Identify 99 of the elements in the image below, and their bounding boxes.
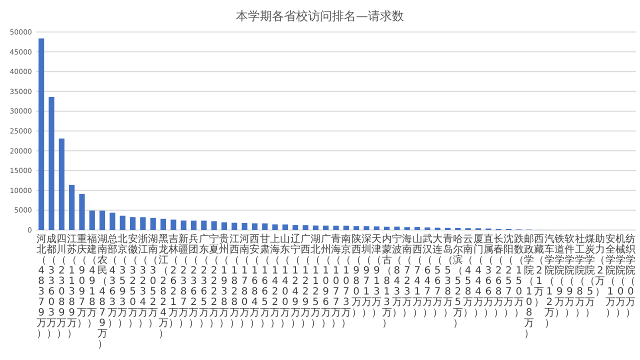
category-label: 新疆（2387万） xyxy=(178,234,189,329)
category-label: 兵团（2362万） xyxy=(188,234,199,329)
bar xyxy=(272,224,278,230)
category-label: 江苏（11389万） xyxy=(66,234,77,340)
category-label: 安徽（3250万） xyxy=(128,234,138,329)
category-label: 哈尔滨（525万） xyxy=(452,234,463,329)
bar xyxy=(100,210,106,230)
bar xyxy=(343,226,349,230)
bar xyxy=(282,224,288,230)
x-tick-label: 机械学院（0万） xyxy=(616,233,626,318)
bar xyxy=(354,226,360,230)
category-label: 甘肃（1665万） xyxy=(260,234,270,329)
bar xyxy=(211,221,217,230)
bar xyxy=(48,96,54,230)
x-tick-label: 煤炭学院（5万） xyxy=(585,233,596,318)
x-tick-label: 陕西（980万） xyxy=(351,233,362,318)
x-tick-label: 沈阳（257万） xyxy=(504,233,514,318)
x-tick-label: 云南（458万） xyxy=(463,234,474,318)
category-label: 成都（33603万） xyxy=(46,234,56,340)
bar xyxy=(38,38,44,230)
x-tick-label: 跌数（150万） xyxy=(514,233,524,318)
bar xyxy=(221,222,228,230)
category-label: 广东（2365万） xyxy=(198,234,209,329)
bar xyxy=(110,212,116,230)
bar xyxy=(374,226,380,230)
x-tick-label: 大连（567万） xyxy=(432,233,443,318)
category-label: 广州（1096万） xyxy=(320,234,331,329)
category-label: 四川（23089万） xyxy=(56,234,67,340)
bar xyxy=(364,226,370,230)
category-label: 重庆（9097万） xyxy=(76,234,87,329)
bar xyxy=(404,227,410,230)
bar xyxy=(262,223,268,230)
x-tick-label: 天津（913万） xyxy=(372,234,382,318)
category-label: 江西（1828万） xyxy=(229,234,240,329)
bar xyxy=(180,220,186,230)
x-tick-label: 深圳（971万） xyxy=(360,233,372,318)
bar xyxy=(150,218,156,230)
bar xyxy=(58,138,64,230)
category-label: 浙江（3234万） xyxy=(138,234,148,329)
bar xyxy=(242,222,248,230)
bar xyxy=(69,184,75,230)
category-label: 内蒙古（813万） xyxy=(382,234,392,329)
x-tick-label: 武汉（647万） xyxy=(422,233,432,318)
category-label: 河北（48379万） xyxy=(36,234,46,340)
x-tick-label: 厦门（444万） xyxy=(473,234,484,318)
category-label: 汽车学院（12万） xyxy=(544,234,554,329)
x-tick-label: 宁波（843万） xyxy=(392,233,402,318)
category-label: 西安（1684万） xyxy=(250,234,260,329)
category-label: 福建（4918万） xyxy=(87,234,98,329)
x-tick-label: 海南（723万） xyxy=(402,233,412,318)
bar xyxy=(201,220,207,230)
bar xyxy=(170,220,176,230)
category-label: 湖南（3052万） xyxy=(148,234,158,329)
bar xyxy=(424,227,430,230)
category-label: 邮政学院（108万） xyxy=(524,234,534,340)
bar xyxy=(232,222,238,230)
category-label: 青海（1077万） xyxy=(331,234,341,329)
category-label: 总部（4363万） xyxy=(107,234,118,329)
bar xyxy=(384,226,390,230)
x-tick-label: 西藏（21万） xyxy=(534,234,544,308)
category-label: 北京（3593万） xyxy=(118,234,128,329)
bar xyxy=(394,226,400,230)
x-tick-label: 社工学院（8万） xyxy=(574,233,585,318)
x-tick-label: 青岛（538万） xyxy=(442,233,453,318)
category-label: 河南（1780万） xyxy=(240,234,250,329)
category-label: 山东（1400万） xyxy=(280,234,290,329)
x-tick-label: 直属（366万） xyxy=(483,233,494,318)
category-label: 湖南农民（4879万） xyxy=(97,234,108,350)
bar xyxy=(333,226,339,230)
bar xyxy=(160,218,166,230)
bar xyxy=(130,217,136,230)
category-label: 贵州（1938万） xyxy=(219,234,230,329)
bar xyxy=(79,194,85,230)
category-label: 宁夏（2222万） xyxy=(209,234,220,329)
category-label: 吉林（2621万） xyxy=(168,234,178,329)
x-tick-label: 铁道学院（9万） xyxy=(554,233,565,318)
category-label: 广西（1229万） xyxy=(300,234,311,329)
category-label: 辽宁（1249万） xyxy=(290,234,300,329)
x-tick-label: 安全学院（1万） xyxy=(605,233,616,318)
x-tick-label: 长春（268万） xyxy=(494,233,504,318)
chart-title: 本学期各省校访问排名—请求数 xyxy=(236,9,404,23)
category-label: 南京（1073万） xyxy=(341,234,352,329)
x-tick-label: 纺织学院（0万） xyxy=(626,233,636,318)
bar xyxy=(89,210,95,230)
bar xyxy=(190,220,197,230)
bar xyxy=(312,226,318,230)
bar xyxy=(323,226,329,230)
bar xyxy=(140,217,146,230)
x-tick-label: 山西（741万） xyxy=(412,233,422,318)
category-label: 黑龙江（2824万） xyxy=(158,234,168,340)
bar xyxy=(302,225,308,230)
bar xyxy=(252,223,258,230)
category-label: 上海（1422万） xyxy=(270,234,280,329)
bar xyxy=(120,216,126,230)
x-tick-label: 助力（2万） xyxy=(595,233,606,298)
category-label: 湖北（1125万） xyxy=(310,234,321,329)
x-tick-label: 软件学院（9万） xyxy=(564,233,575,318)
bar xyxy=(292,225,298,230)
bar xyxy=(414,227,420,230)
